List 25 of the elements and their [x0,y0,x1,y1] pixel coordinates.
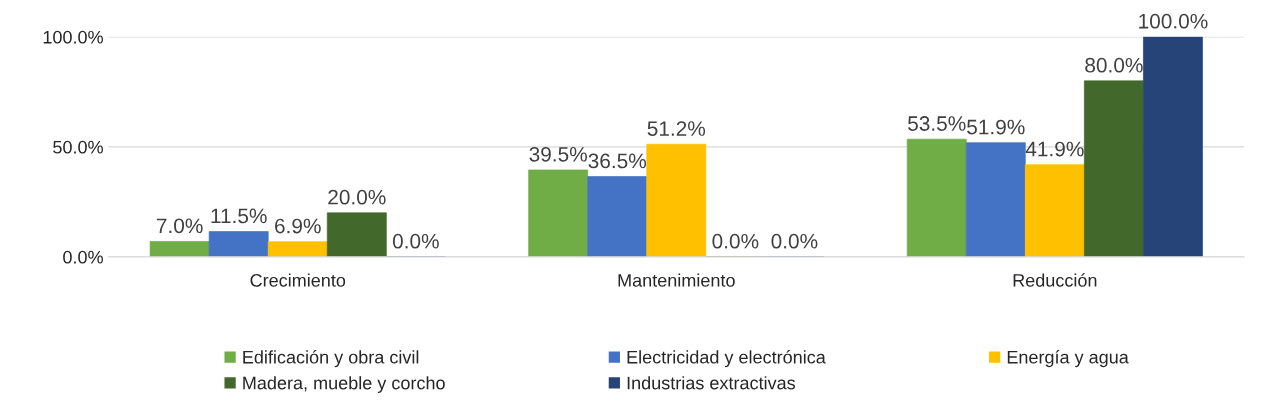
data-label: 53.5% [908,116,966,131]
data-label: 39.5% [529,146,587,162]
data-label: 36.5% [588,153,647,169]
data-label: 0.0% [712,233,759,249]
data-label: 51.2% [647,121,706,136]
data-label: 100.0% [1139,13,1208,29]
data-label: 0.0% [771,233,818,249]
legend-label: Edificación y obra civil [243,350,419,368]
legend-label: Energía y agua [1007,350,1129,368]
y-tick-label: 100.0% [43,30,103,44]
data-label: 51.9% [967,119,1025,135]
y-tick-label: 0.0% [63,250,103,264]
x-tick-label: Crecimiento [250,273,346,287]
data-label: 6.9% [275,218,321,234]
legend-label: Madera, mueble y corcho [243,376,445,393]
legend-label: Industrias extractivas [627,376,796,390]
data-label: 80.0% [1085,57,1143,73]
data-label: 0.0% [392,233,439,249]
y-tick-label: 50.0% [53,140,103,154]
data-label: 7.0% [156,218,203,234]
x-tick-label: Reducción [1013,273,1097,287]
x-tick-label: Mantenimiento [618,273,735,287]
data-label: 11.5% [211,208,267,224]
data-label: 20.0% [328,189,386,205]
legend-label: Electricidad y electrónica [627,350,826,368]
